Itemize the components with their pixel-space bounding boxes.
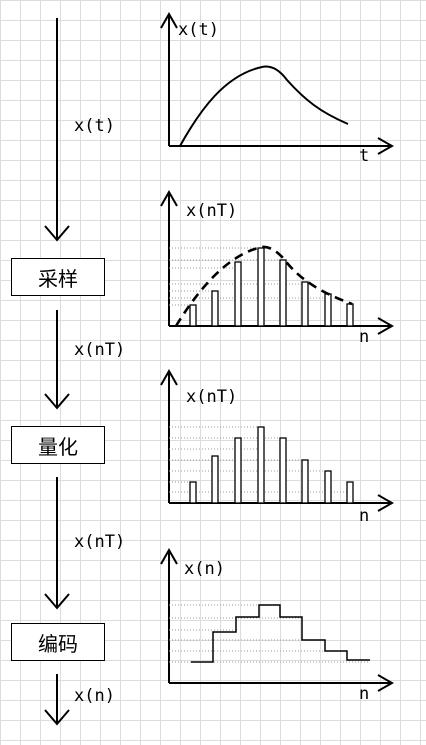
quantized-bar <box>190 482 196 503</box>
sample-bar <box>235 262 241 326</box>
plot3-y-axis <box>161 371 177 503</box>
flow-arrow-output <box>45 674 69 724</box>
quantized-bar <box>258 427 264 503</box>
sample-bar <box>190 305 196 326</box>
quantized-bar <box>347 482 353 503</box>
sample-bar <box>347 304 353 326</box>
flow-arrow-input <box>45 18 69 240</box>
plot4-y-axis <box>161 550 177 683</box>
sample-bar <box>212 291 218 326</box>
quantized-bar <box>280 438 286 503</box>
plot4-gridlines <box>169 605 370 662</box>
plot1-x-label: t <box>359 148 369 165</box>
signal-label-output: x(n) <box>74 688 115 705</box>
sample-bar <box>302 282 308 326</box>
continuous-signal-curve <box>180 67 348 146</box>
plot1-y-axis <box>161 14 177 146</box>
sample-bar <box>325 294 331 326</box>
sample-bar <box>258 248 264 326</box>
plot2-y-axis <box>161 192 177 326</box>
plot3-y-label: x(nT) <box>186 389 237 406</box>
flow-arrow-sampled <box>45 310 69 408</box>
signal-label-sampled: x(nT) <box>74 342 125 359</box>
sample-bar <box>280 260 286 326</box>
quantization-block: 量化 <box>11 426 105 464</box>
quantized-bar <box>325 471 331 503</box>
encoded-staircase <box>191 605 370 662</box>
plot2-y-label: x(nT) <box>186 203 237 220</box>
plot4-x-label: n <box>359 686 369 703</box>
plot2-x-label: n <box>359 329 369 346</box>
flow-arrow-quantized <box>45 477 69 608</box>
plot1-y-label: x(t) <box>178 22 219 39</box>
encoding-block: 编码 <box>11 623 105 661</box>
signal-label-quantized: x(nT) <box>74 534 125 551</box>
quantized-bar <box>212 456 218 503</box>
plot4-y-label: x(n) <box>184 561 225 578</box>
quantized-bar <box>235 438 241 503</box>
sampling-block: 采样 <box>11 258 105 296</box>
signal-label-input: x(t) <box>74 118 115 135</box>
plot3-x-label: n <box>359 508 369 525</box>
quantized-bar <box>302 460 308 503</box>
